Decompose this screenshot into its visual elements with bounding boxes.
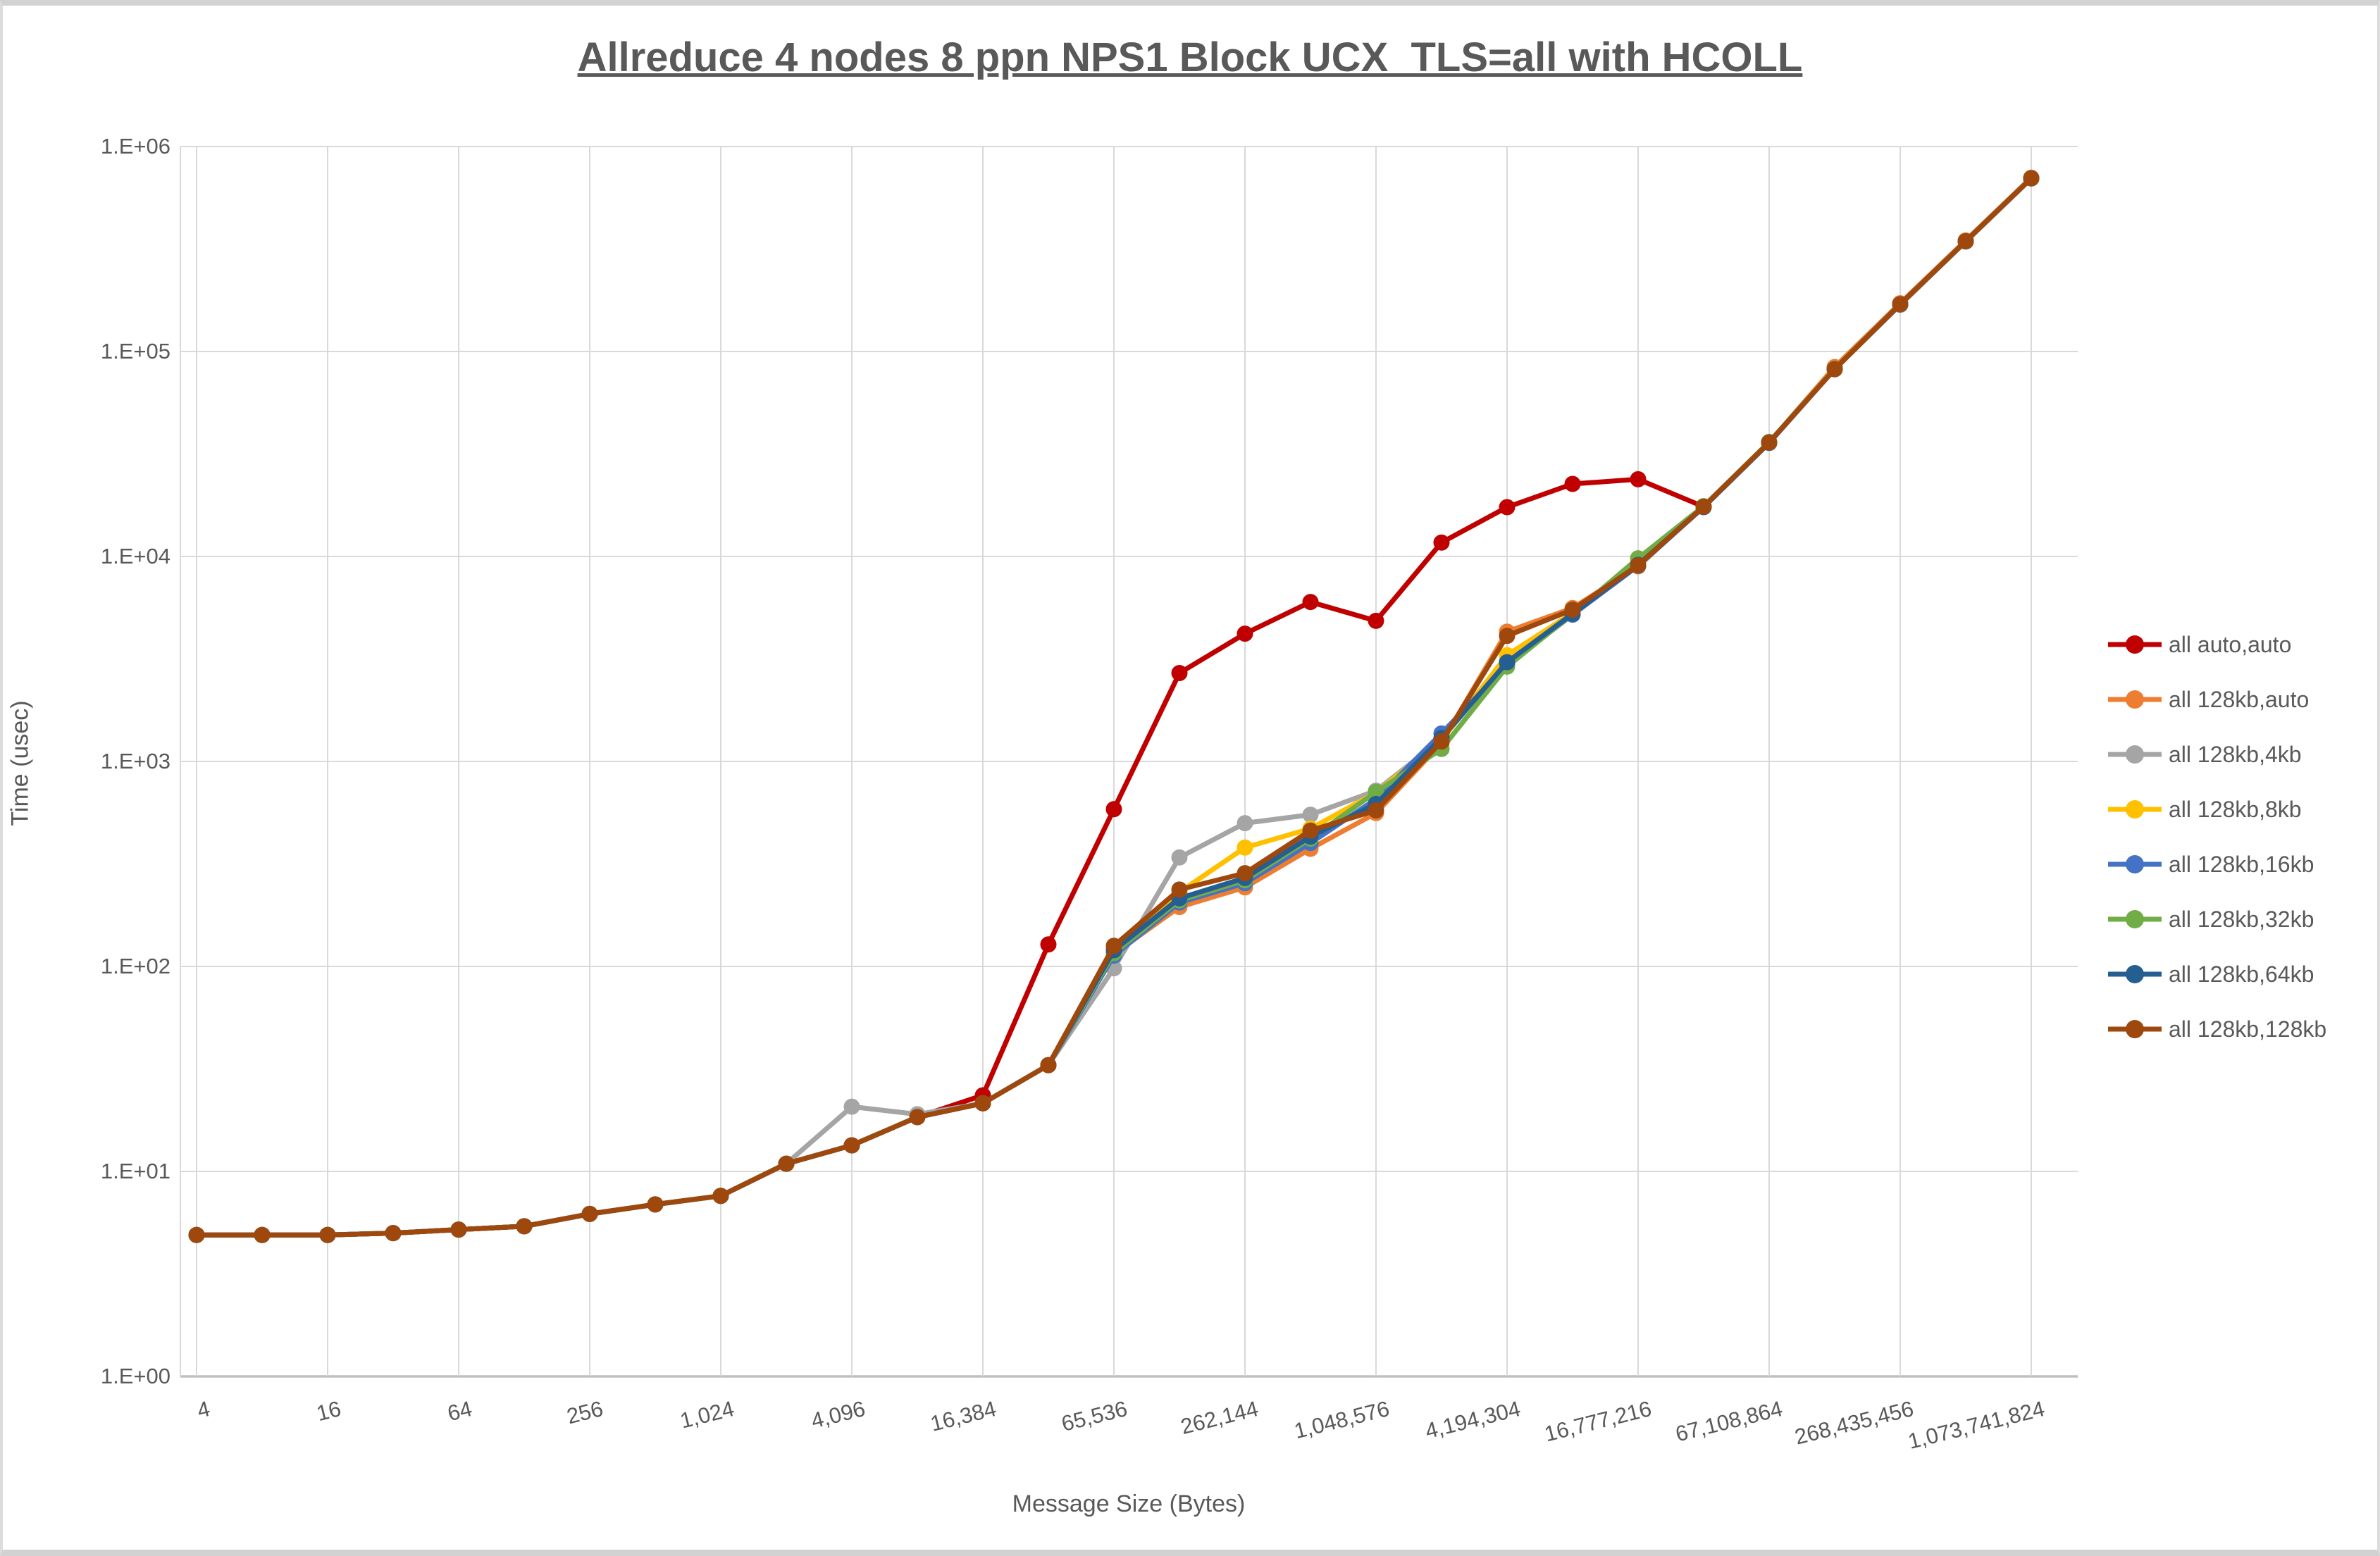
data-point [1105,801,1122,818]
data-point [1302,807,1319,823]
legend-item: all 128kb,16kb [2108,837,2326,892]
legend-marker-icon [2108,855,2162,873]
legend-marker-icon [2108,910,2162,928]
plot-area [180,146,2078,1378]
data-point [1630,557,1647,574]
data-point [1237,839,1253,856]
data-point [1433,534,1450,551]
y-tick-label: 1.E+00 [100,1364,171,1388]
legend-label: all 128kb,32kb [2169,906,2314,932]
data-point [188,1226,205,1243]
data-point [647,1196,664,1213]
data-point [843,1098,860,1115]
legend-item: all 128kb,32kb [2108,892,2326,947]
data-point [385,1225,402,1242]
y-tick-label: 1.E+05 [100,339,171,363]
data-point [1433,733,1450,750]
legend-marker-icon [2108,635,2162,654]
legend-item: all 128kb,128kb [2108,1002,2326,1057]
x-axis-title: Message Size (Bytes) [1012,1490,1246,1517]
data-point [1564,475,1581,492]
data-point [581,1205,598,1222]
legend-marker-icon [2108,690,2162,709]
data-point [1237,865,1253,882]
legend-label: all 128kb,64kb [2169,961,2314,987]
data-point [1368,612,1384,629]
data-point [712,1188,729,1205]
data-point [1237,815,1253,832]
data-point [319,1226,336,1243]
legend-marker-icon [2108,745,2162,764]
data-point [2023,170,2040,187]
y-tick-label: 1.E+01 [100,1159,171,1183]
y-tick-label: 1.E+04 [100,544,171,568]
data-point [974,1095,991,1112]
data-point [1499,654,1516,671]
data-point [909,1109,926,1126]
data-point [1171,881,1188,898]
data-point [1040,1057,1057,1073]
data-point [1171,849,1188,866]
data-point [450,1221,467,1238]
data-point [778,1155,795,1172]
legend-label: all 128kb,16kb [2169,851,2314,877]
data-point [843,1137,860,1154]
data-point [1105,938,1122,954]
legend-marker-icon [2108,1020,2162,1038]
data-point [1499,499,1516,516]
legend-item: all 128kb,4kb [2108,727,2326,782]
data-point [254,1226,271,1243]
legend-label: all 128kb,8kb [2169,796,2302,822]
y-tick-label: 1.E+03 [100,749,171,773]
legend-item: all auto,auto [2108,617,2326,672]
data-point [1302,594,1319,611]
legend-label: all 128kb,auto [2169,686,2310,712]
y-tick-label: 1.E+02 [100,954,171,978]
legend-label: all 128kb,4kb [2169,741,2302,767]
legend-item: all 128kb,8kb [2108,782,2326,837]
data-point [516,1218,533,1235]
legend-item: all 128kb,auto [2108,672,2326,727]
data-point [1695,498,1712,515]
data-point [1630,471,1647,487]
data-point [1892,296,1909,313]
data-point [1499,628,1516,645]
legend-label: all auto,auto [2169,631,2292,657]
data-point [1171,665,1188,681]
data-point [1368,802,1384,819]
legend: all auto,auto all 128kb,auto all 128kb,4kb… [2108,617,2326,1057]
data-point [1302,822,1319,839]
legend-marker-icon [2108,965,2162,983]
legend-marker-icon [2108,800,2162,819]
data-point [1761,434,1778,451]
legend-label: all 128kb,128kb [2169,1016,2327,1042]
data-point [1564,602,1581,618]
data-point [1237,625,1253,642]
data-point [1368,783,1384,800]
legend-item: all 128kb,64kb [2108,947,2326,1002]
y-tick-label: 1.E+06 [100,134,171,158]
data-point [1957,233,1974,249]
chart-title: Allreduce 4 nodes 8 ppn NPS1 Block UCX_T… [577,35,1803,80]
data-point [1826,361,1843,378]
data-point [1040,936,1057,953]
